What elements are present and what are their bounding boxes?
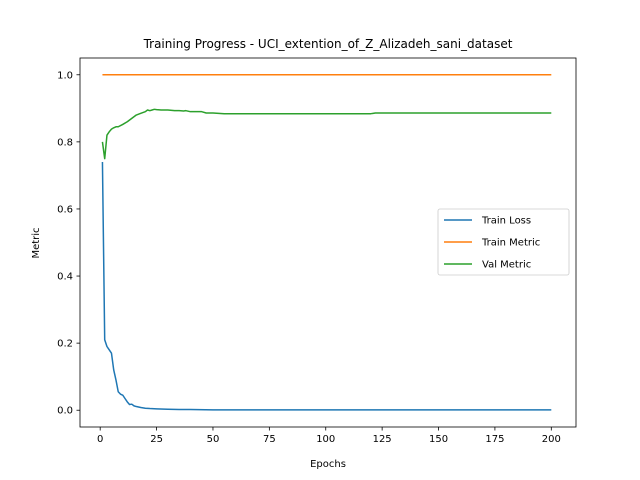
axes-frame bbox=[79, 57, 577, 428]
plot-area: 0 25 50 75 100 125 150 175 200 0.0 0.2 0.4 0.6 0.8 1.0 bbox=[57, 57, 577, 445]
x-tick-label: 200 bbox=[542, 434, 561, 445]
y-tick-label: 0.4 bbox=[57, 272, 73, 283]
legend-label: Val Metric bbox=[482, 260, 531, 271]
y-tick-label: 0.2 bbox=[57, 339, 73, 350]
x-axis-label: Epochs bbox=[310, 459, 346, 470]
x-tick-label: 150 bbox=[429, 434, 448, 445]
series-line-val-metric bbox=[101, 108, 552, 160]
y-tick-label: 0.6 bbox=[57, 204, 73, 215]
x-tick-label: 125 bbox=[373, 434, 392, 445]
y-tick-label: 0.8 bbox=[57, 137, 73, 148]
chart-title: Training Progress - UCI_extention_of_Z_A… bbox=[143, 37, 513, 51]
x-tick-label: 50 bbox=[207, 434, 220, 445]
y-axis-label: Metric bbox=[31, 227, 42, 258]
legend: Train Loss Train Metric Val Metric bbox=[437, 208, 570, 276]
x-tick-label: 75 bbox=[263, 434, 276, 445]
series-line-train-loss bbox=[101, 161, 552, 411]
x-tick-label: 25 bbox=[150, 434, 163, 445]
y-tick-label: 0.0 bbox=[57, 406, 73, 417]
legend-box bbox=[437, 208, 570, 276]
x-tick-label: 0 bbox=[97, 434, 103, 445]
legend-label: Train Metric bbox=[481, 238, 540, 249]
legend-label: Train Loss bbox=[481, 216, 531, 227]
y-tick-label: 1.0 bbox=[57, 70, 73, 81]
x-tick-label: 100 bbox=[316, 434, 335, 445]
x-tick-label: 175 bbox=[485, 434, 504, 445]
